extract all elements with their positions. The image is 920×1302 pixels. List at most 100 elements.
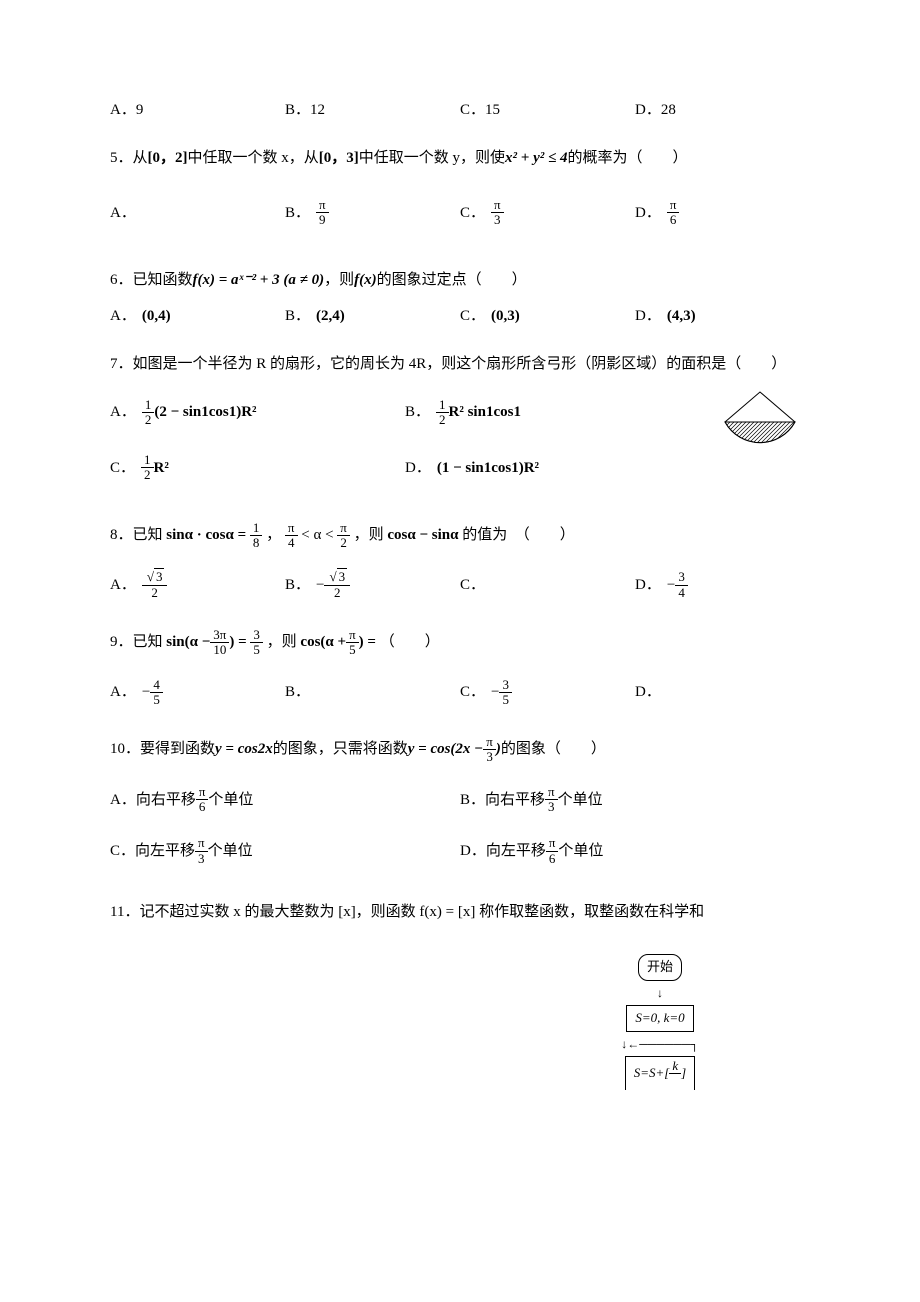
question-8: 8．已知 sinα · cosα = 18 ， π4 < α < π2 ，则 c…: [110, 521, 810, 600]
q6-a-val: (0,4): [142, 304, 171, 328]
q7-a-hd: 2: [142, 412, 155, 427]
q9-cosl: cos(α +: [300, 634, 346, 650]
q7-a-hn: 1: [142, 398, 155, 412]
q6-opt-d: D．(4,3): [635, 304, 810, 328]
q8-prefix: 8．已知: [110, 527, 163, 543]
q9-a-d: 5: [150, 692, 163, 707]
q7-d-val: (1 − sin1cos1)R²: [437, 456, 539, 480]
q8-ran: π: [285, 521, 298, 535]
opt-d-text: D．28: [635, 98, 676, 122]
q8-lt: < α <: [301, 527, 333, 543]
q7-b-val: R² sin1cos1: [449, 400, 521, 424]
q10-b-l: B．向右平移: [460, 788, 545, 812]
q10-b-f: π3: [545, 785, 558, 815]
q11-text: 11．记不超过实数 x 的最大整数为 [x]，则函数 f(x) = [x] 称作…: [110, 900, 810, 924]
opt-a-text: A．9: [110, 98, 143, 122]
q8-b-f: 32: [324, 570, 350, 600]
q10-a-s: 个单位: [208, 788, 253, 812]
q8-e1n: 1: [250, 521, 263, 535]
q10-c-n: π: [195, 836, 208, 850]
q5-interval1: [0，2]: [148, 150, 188, 166]
q10-prefix: 10．要得到函数: [110, 741, 215, 757]
q9-cosr: ) =: [359, 634, 376, 650]
question-6: 6．已知函数f(x) = aˣ⁻² + 3 (a ≠ 0)，则f(x)的图象过定…: [110, 268, 810, 328]
q10-f2f: π3: [483, 735, 496, 765]
q6-c-val: (0,3): [491, 304, 520, 328]
q5-mid2: 中任取一个数 y，则使: [359, 150, 505, 166]
q9-vn: 3: [250, 628, 263, 642]
question-10: 10．要得到函数y = cos2x的图象，只需将函数y = cos(2x −π3…: [110, 735, 810, 876]
q9-c-neg: −: [491, 680, 499, 704]
q7-a-val: (2 − sin1cos1)R²: [154, 400, 256, 424]
q8-d-f: 34: [675, 570, 688, 600]
q7-b-lbl: B．: [405, 400, 430, 424]
q7-d-lbl: D．: [405, 456, 431, 480]
q7-c-hn: 1: [141, 453, 154, 467]
q7-options-2: C．12R² D．(1 − sin1cos1)R²: [110, 453, 700, 493]
q6-suffix: 的图象过定点（ ）: [377, 272, 527, 288]
q5-expr: x² + y² ≤ 4: [505, 150, 567, 166]
q5-interval2: [0，3]: [319, 150, 359, 166]
q5-prefix: 5．从: [110, 150, 148, 166]
q8-b-n: 3: [324, 570, 350, 584]
opt-b-text: B．12: [285, 98, 325, 122]
fc-arrow-1: ↓: [657, 986, 663, 1000]
q8-options: A．32 B．−32 C． D．−34: [110, 570, 810, 600]
q9-sd: 10: [210, 642, 229, 657]
q10-a-n: π: [196, 785, 209, 799]
q7-opt-a: A．12(2 − sin1cos1)R²: [110, 398, 405, 428]
q6-opt-c: C．(0,3): [460, 304, 635, 328]
q6-a-lbl: A．: [110, 304, 136, 328]
q8-d-neg: −: [667, 573, 675, 597]
q10-f2d: 3: [483, 749, 496, 764]
q7-opt-b: B．12R² sin1cos1: [405, 398, 700, 428]
q8-c2: ，则: [354, 527, 384, 543]
q9-prefix: 9．已知: [110, 634, 163, 650]
fc-sd: [669, 1073, 681, 1088]
q9-cosf: π5: [346, 628, 359, 658]
fc-start: 开始: [638, 954, 682, 981]
q10-f2n: π: [483, 735, 496, 749]
q8-b-l: B．: [285, 573, 310, 597]
options: A．9 B．12 C．15 D．28: [110, 98, 810, 122]
q5-d-den: 6: [667, 212, 680, 227]
q7-c-half: 12: [141, 453, 154, 483]
fc-col: 开始 ↓ S=0, k=0 ↓←──────┐ S=S+[k ]: [510, 954, 810, 1090]
opt-a: A．9: [110, 98, 285, 122]
q9-opt-b: B．: [285, 678, 460, 708]
q9-a-neg: −: [142, 680, 150, 704]
q6-b-val: (2,4): [316, 304, 345, 328]
fc-arrow-2: ↓←──────┐: [621, 1037, 699, 1051]
q8-c-l: C．: [460, 573, 485, 597]
q9-sinl: sin(α −: [166, 634, 210, 650]
question-top: A．9 B．12 C．15 D．28: [110, 98, 810, 122]
q5-suffix: 的概率为（ ）: [567, 150, 687, 166]
opt-b: B．12: [285, 98, 460, 122]
q10-d-f: π6: [546, 836, 559, 866]
q10-a-l: A．向右平移: [110, 788, 196, 812]
q8-rb: π2: [337, 521, 350, 551]
q8-b-rad: 3: [337, 568, 348, 584]
q6-d-val: (4,3): [667, 304, 696, 328]
q10-b-d: 3: [545, 799, 558, 814]
q9-cn: π: [346, 628, 359, 642]
q10-opt-c: C．向左平移π3个单位: [110, 836, 460, 866]
q9-vd: 5: [250, 642, 263, 657]
q9-sn: 3π: [210, 628, 229, 642]
q8-a-rad: 3: [154, 568, 165, 584]
q5-b-den: 9: [316, 212, 329, 227]
fc-init: S=0, k=0: [626, 1005, 693, 1032]
q8-a-n: 3: [142, 570, 168, 584]
q9-opt-c: C．−35: [460, 678, 635, 708]
q10-options-1: A．向右平移π6个单位 B．向右平移π3个单位: [110, 785, 810, 825]
q10-f2l: y = cos(2x −: [408, 741, 484, 757]
sector-icon: [710, 382, 810, 452]
q8-d-d: 4: [675, 585, 688, 600]
q10-opt-d: D．向左平移π6个单位: [460, 836, 810, 866]
q8-b-d: 2: [324, 585, 350, 600]
q6-b-lbl: B．: [285, 304, 310, 328]
q5-c-num: π: [491, 198, 504, 212]
q9-a-f: 45: [150, 678, 163, 708]
q10-mid1: 的图象，只需将函数: [273, 741, 408, 757]
q9-options: A．−45 B． C．−35 D．: [110, 678, 810, 708]
